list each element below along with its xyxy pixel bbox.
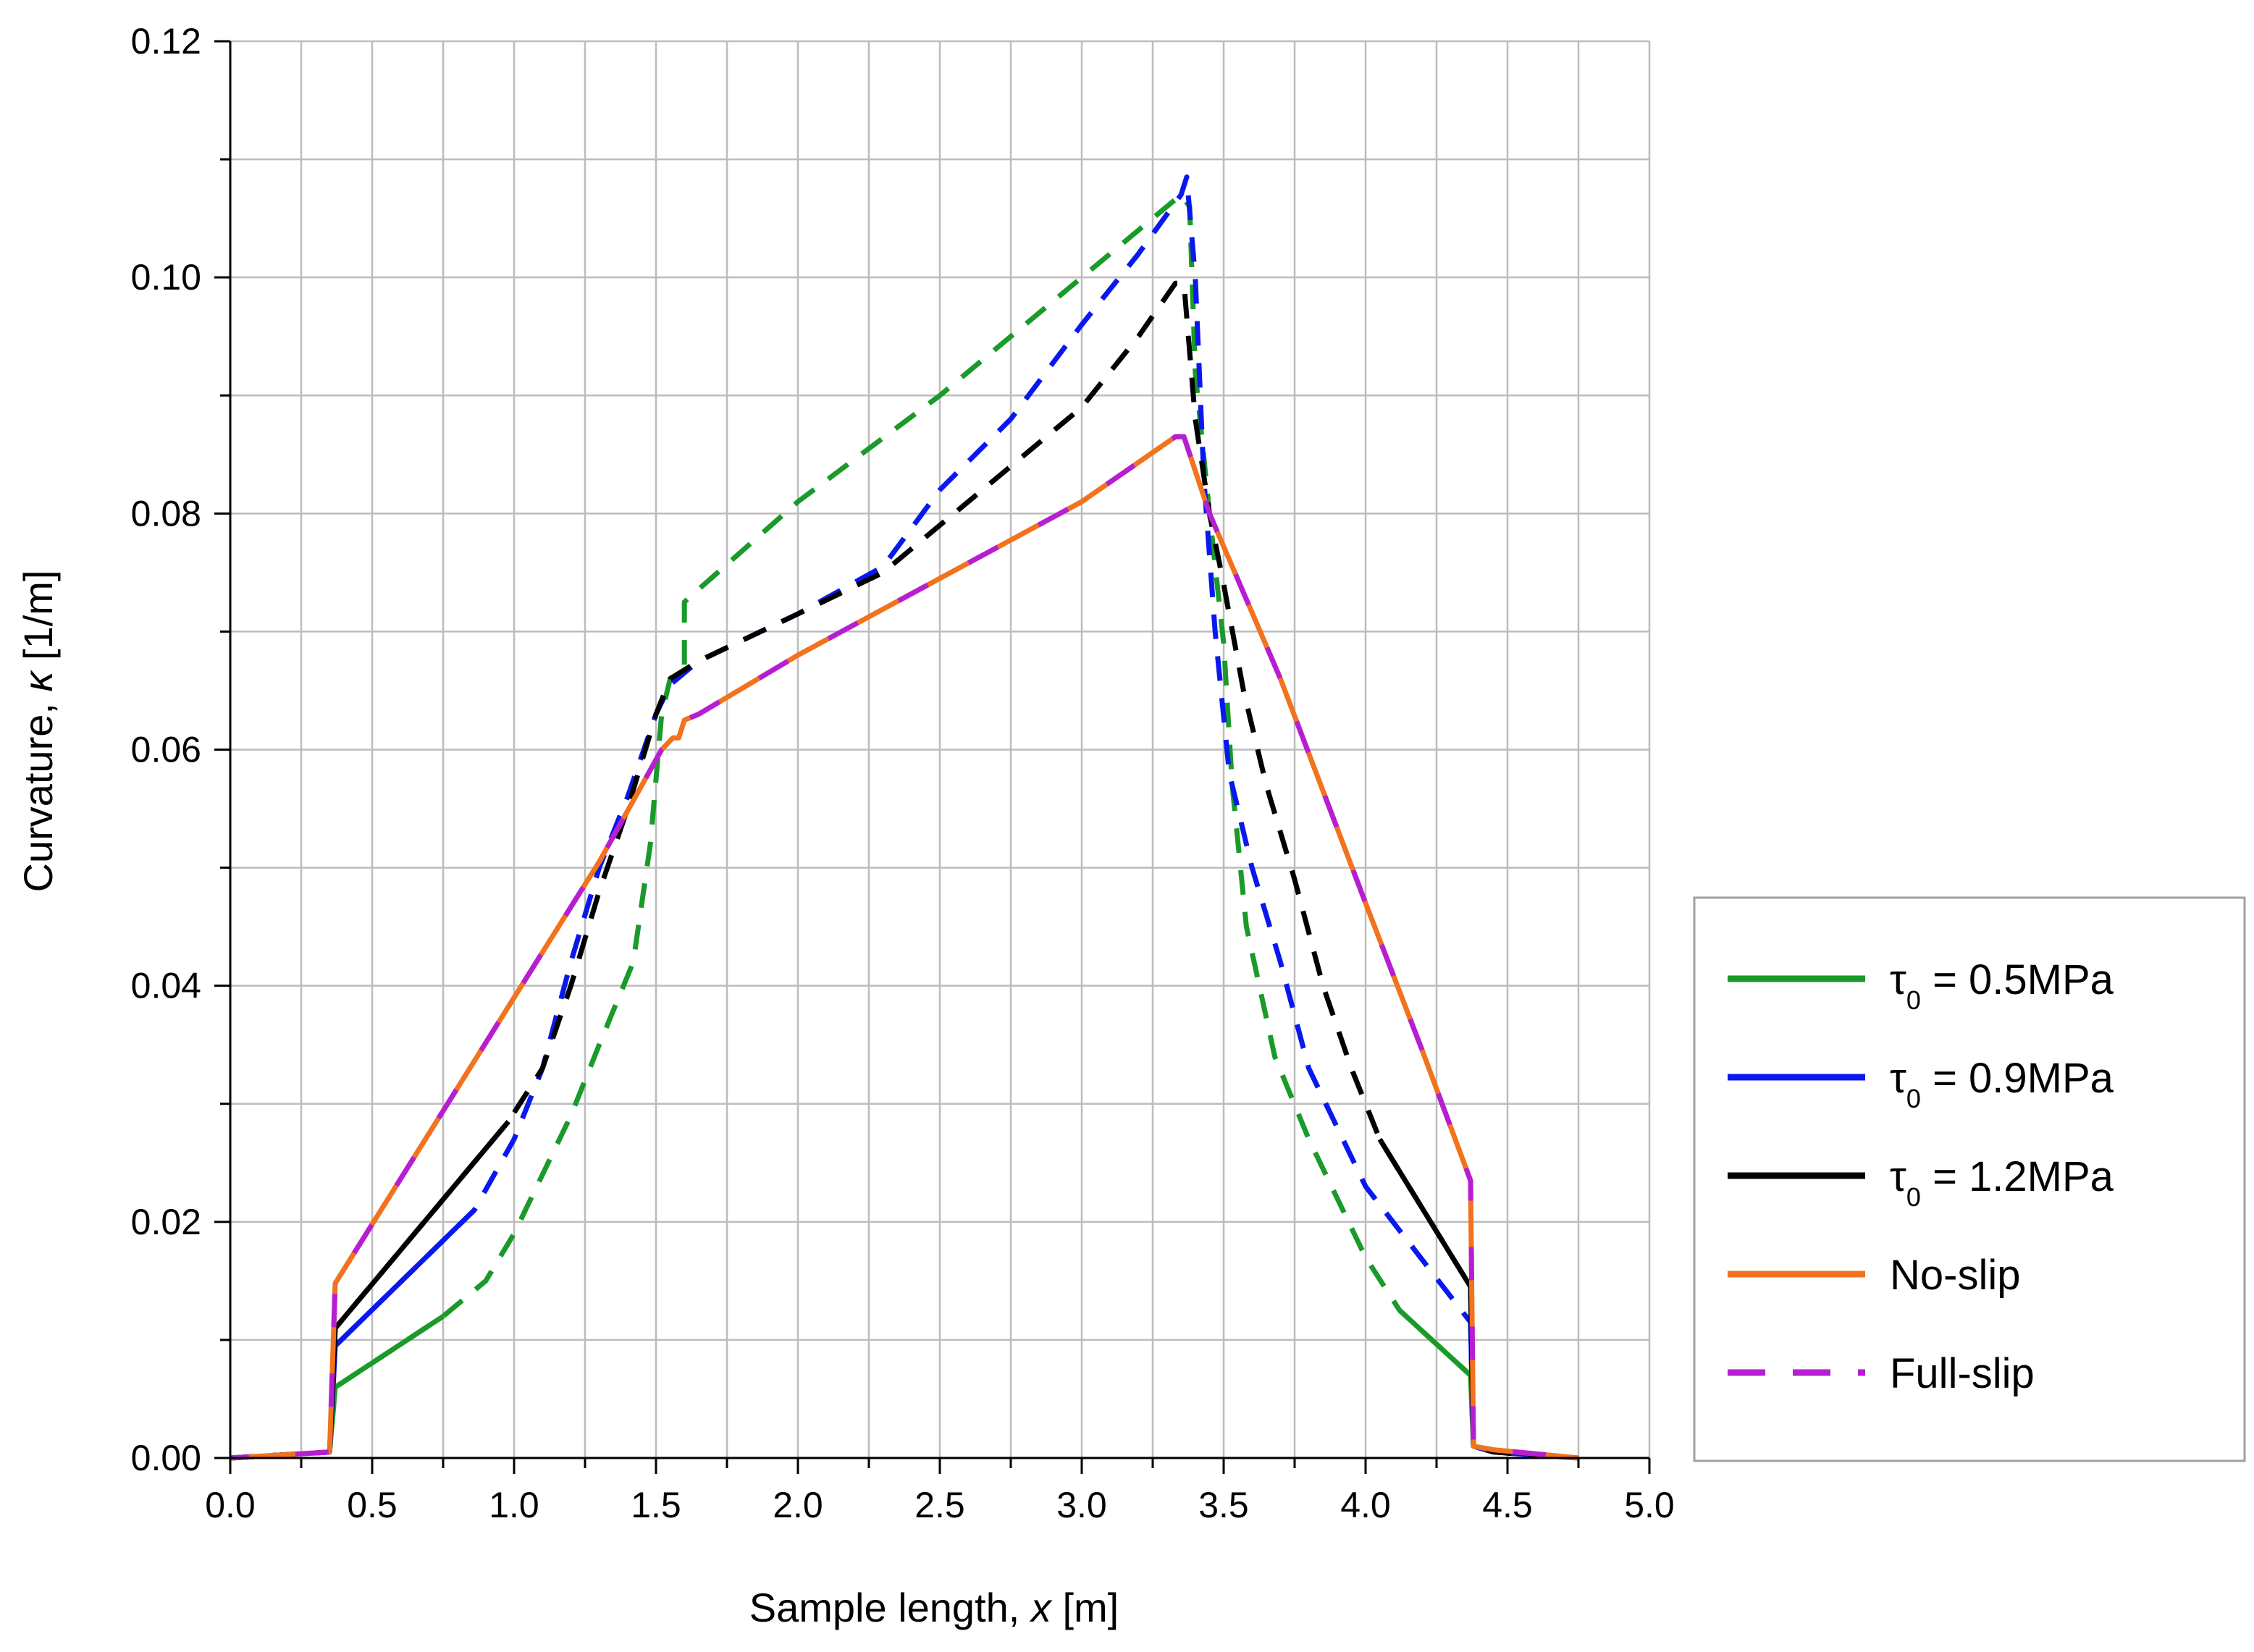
full-slip-line xyxy=(230,434,1579,1461)
series-layer xyxy=(230,174,1579,1461)
legend: τ0 = 0.5MPa τ0 = 0.9MPa τ0 = 1.2MPa No-slip… xyxy=(1693,896,2246,1462)
y-tick-label: 0.06 xyxy=(131,730,201,770)
x-tick-label: 1.0 xyxy=(489,1485,539,1525)
x-tick-label: 0.0 xyxy=(205,1485,256,1525)
x-tick-label: 0.5 xyxy=(347,1485,398,1525)
y-tick-label: 0.00 xyxy=(131,1438,201,1478)
x-tick-label: 3.5 xyxy=(1198,1485,1249,1525)
x-tick-label: 1.5 xyxy=(631,1485,681,1525)
x-axis-title: Sample length, x [m] xyxy=(749,1585,1119,1630)
axes xyxy=(214,40,1651,1474)
x-tick-label: 4.0 xyxy=(1340,1485,1391,1525)
legend-label: τ0 = 0.9MPa xyxy=(1890,1055,2114,1113)
x-tick-label: 3.0 xyxy=(1056,1485,1107,1525)
y-tick-label: 0.08 xyxy=(131,493,201,534)
legend-label: τ0 = 1.2MPa xyxy=(1890,1153,2114,1212)
legend-label: Full-slip xyxy=(1890,1350,2035,1397)
legend-label: τ0 = 0.5MPa xyxy=(1890,956,2114,1015)
x-tick-label: 5.0 xyxy=(1624,1485,1675,1525)
series-line-3-dashed xyxy=(230,280,1579,1461)
legend-box xyxy=(1693,896,2246,1462)
series-line-1-dashed xyxy=(230,192,1579,1461)
y-axis-title: Curvature, κ [1/m] xyxy=(15,570,61,892)
x-tick-label: 4.5 xyxy=(1482,1485,1533,1525)
x-tick-label: 2.0 xyxy=(773,1485,823,1525)
y-tick-label: 0.12 xyxy=(131,21,201,62)
x-tick-label: 2.5 xyxy=(914,1485,965,1525)
x-tick-labels: 0.0 0.5 1.0 1.5 2.0 2.5 3.0 3.5 4.0 4.5 5.0 xyxy=(205,1485,1675,1525)
y-tick-label: 0.02 xyxy=(131,1202,201,1242)
legend-label: No-slip xyxy=(1890,1252,2021,1299)
series-line-2-dashed xyxy=(230,174,1579,1461)
y-tick-label: 0.10 xyxy=(131,257,201,298)
grid-lines xyxy=(229,40,1651,1459)
y-tick-labels: 0.00 0.02 0.04 0.06 0.08 0.10 0.12 xyxy=(131,21,201,1478)
y-tick-label: 0.04 xyxy=(131,966,201,1006)
